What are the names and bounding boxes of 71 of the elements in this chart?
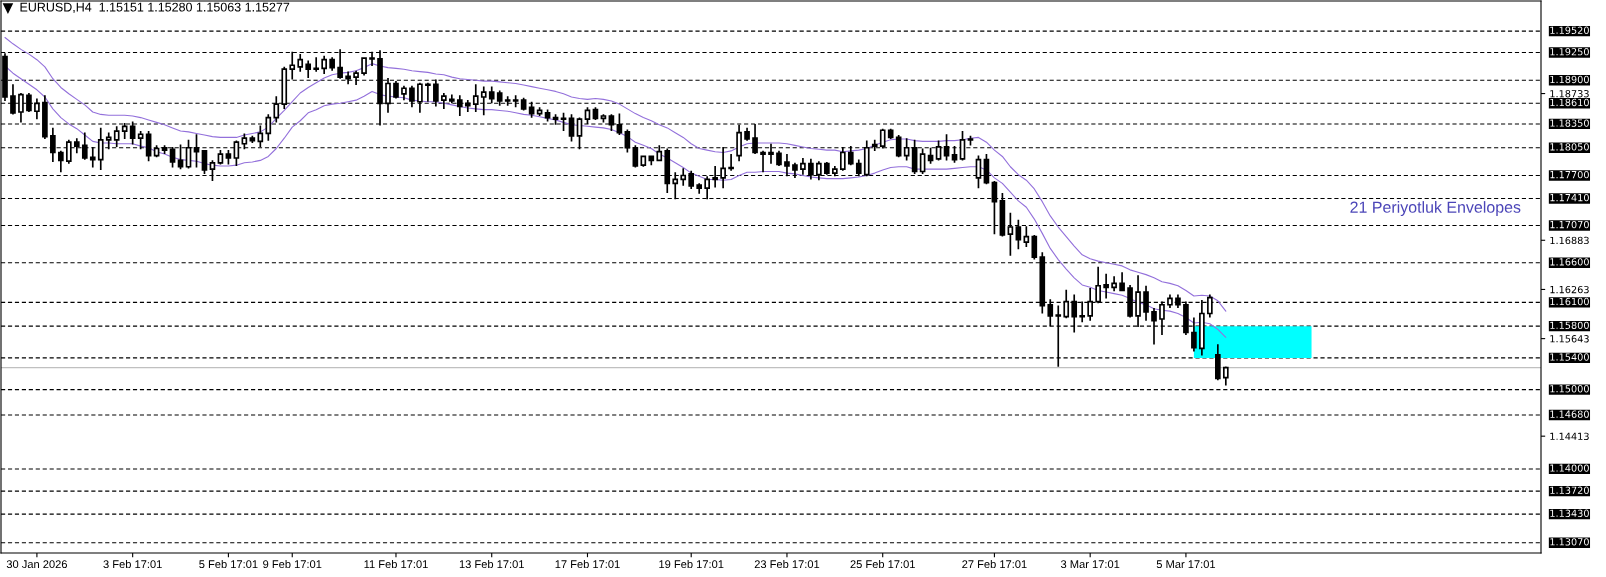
y-tick-label: 1.16883 — [1550, 236, 1589, 245]
x-tick-label: 9 Feb 17:01 — [263, 559, 322, 569]
candlestick — [744, 127, 750, 141]
ref-line-label: 1.19250 — [1550, 48, 1589, 56]
annotation: 21 Periyotluk Envelopes — [1350, 201, 1521, 216]
candlestick — [1222, 366, 1229, 386]
ref-line-label: 1.16100 — [1550, 297, 1589, 306]
x-tick-label: 17 Feb 17:01 — [555, 559, 620, 569]
x-tick-label: 27 Feb 17:01 — [962, 559, 1027, 569]
candlestick — [776, 150, 782, 167]
ref-line-label: 1.17410 — [1550, 193, 1589, 202]
ref-line-label: 1.18610 — [1550, 98, 1589, 107]
ref-line-label: 1.13070 — [1550, 538, 1589, 546]
candlestick — [1103, 273, 1109, 299]
candlestick — [217, 150, 224, 165]
candlestick — [329, 57, 335, 71]
x-tick-label: 13 Feb 17:01 — [459, 559, 524, 569]
y-tick-label: 1.18733 — [1550, 90, 1589, 98]
ref-line-label: 1.18350 — [1550, 119, 1589, 127]
candlestick — [800, 157, 806, 175]
y-tick-label: 1.16263 — [1550, 285, 1589, 294]
candlestick — [887, 128, 894, 140]
x-tick-label: 3 Feb 17:01 — [103, 559, 162, 569]
candlestick — [728, 154, 734, 171]
x-tick-label: 30 Jan 2026 — [6, 560, 67, 569]
candlestick — [441, 92, 447, 109]
candlestick — [927, 147, 934, 164]
ref-line-label: 1.15000 — [1550, 385, 1589, 393]
line-series — [4, 36, 1227, 312]
candlestick — [321, 55, 327, 75]
candlestick — [201, 150, 208, 174]
x-tick-label: 5 Mar 17:01 — [1156, 560, 1216, 569]
candlestick — [361, 57, 367, 76]
candlestick — [401, 85, 407, 101]
ref-line-label: 1.14000 — [1550, 464, 1589, 472]
ref-line-label: 1.16600 — [1550, 258, 1589, 266]
x-tick-label: 5 Feb 17:01 — [199, 559, 258, 569]
ref-line-label: 1.15800 — [1550, 321, 1589, 329]
candlestick — [58, 150, 64, 173]
ref-line-label: 1.17070 — [1550, 220, 1589, 229]
x-tick-label: 19 Feb 17:01 — [659, 559, 724, 569]
candlestick — [967, 135, 974, 146]
candlestick — [1031, 234, 1038, 260]
ref-line-label: 1.15400 — [1550, 353, 1589, 361]
candlestick — [225, 150, 232, 165]
ref-line-label: 1.14680 — [1550, 410, 1589, 418]
ref-line-label: 1.13720 — [1550, 486, 1589, 494]
ref-line-label: 1.19520 — [1550, 26, 1589, 34]
x-tick-label: 23 Feb 17:01 — [754, 559, 820, 569]
y-tick-label: 1.14413 — [1550, 432, 1589, 441]
candlestick — [249, 135, 256, 144]
ref-line-label: 1.18050 — [1550, 143, 1589, 151]
candlestick — [760, 150, 766, 173]
ref-line-label: 1.17700 — [1550, 170, 1589, 179]
ref-line-label: 1.18900 — [1550, 75, 1589, 84]
candlestick — [1111, 276, 1117, 292]
candlestick — [257, 125, 264, 147]
candlestick — [313, 57, 320, 72]
chart-title: EURUSD,H4 1.15151 1.15280 1.15063 1.15277 — [20, 2, 290, 14]
candlestick — [592, 107, 599, 121]
candlestick — [305, 60, 312, 78]
candlestick — [1119, 272, 1125, 292]
candlestick — [640, 155, 647, 167]
ref-line-label: 1.13430 — [1550, 509, 1589, 517]
x-tick-label: 3 Mar 17:01 — [1060, 560, 1120, 569]
candlestick — [696, 183, 703, 194]
candlestick — [297, 54, 304, 72]
candlestick — [648, 155, 655, 166]
y-tick-label: 1.15643 — [1550, 335, 1589, 343]
x-tick-label: 25 Feb 17:01 — [850, 559, 915, 569]
x-tick-label: 11 Feb 17:01 — [364, 559, 428, 569]
